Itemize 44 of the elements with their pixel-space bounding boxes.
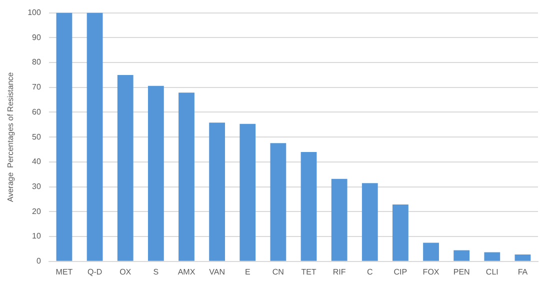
bar [300,152,317,261]
x-tick-label: CLI [486,267,498,276]
bar [148,86,164,261]
x-tick-label: VAN [209,267,226,276]
x-tick-label: AMX [178,267,196,276]
y-tick-label: 40 [32,157,42,166]
bar [454,250,470,261]
y-tick-label: 80 [32,58,42,67]
x-tick-label: CN [272,267,284,276]
x-tick-label: S [153,267,159,276]
bar [331,178,348,261]
y-tick-label: 100 [28,8,42,18]
x-tick-label: OX [120,267,132,276]
bar [270,143,286,261]
y-tick-label: 50 [32,132,42,142]
x-tick-label: Q-D [87,267,102,276]
bar [56,12,72,261]
y-tick-label: 60 [32,107,42,116]
x-tick-label: PEN [453,267,470,276]
bar [484,252,500,261]
y-tick-label: 20 [32,206,42,216]
bar [86,12,103,261]
y-tick-label: 30 [32,182,42,192]
y-tick-label: 90 [32,32,42,42]
x-tick-label: FOX [422,267,440,276]
bar [209,122,226,261]
bar [240,124,256,261]
y-axis-title: Average Percentages of Resistance [6,72,16,202]
bar [514,254,531,261]
x-tick-label: TET [301,267,316,276]
bar [423,242,439,261]
x-tick-label: E [244,267,250,276]
x-tick-label: RIF [332,267,346,276]
x-tick-label: CIP [394,267,408,276]
bar [117,74,134,261]
y-tick-label: 10 [32,232,42,241]
bar [392,204,408,261]
y-tick-label: 0 [36,256,42,266]
x-tick-label: FA [518,267,528,276]
x-tick-label: C [367,267,373,276]
bar [362,183,378,261]
bar [178,92,194,261]
y-tick-label: 70 [32,82,42,92]
x-tick-label: MET [56,267,73,276]
